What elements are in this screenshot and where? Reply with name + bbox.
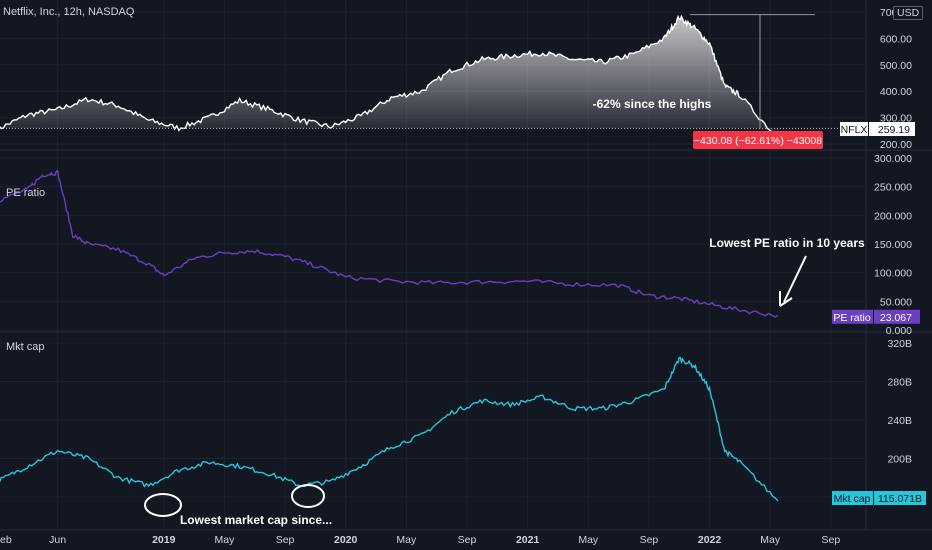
mktcap-series-badge-text: Mkt cap xyxy=(834,493,871,505)
series-label-text: NFLX xyxy=(841,124,868,136)
y-tick-label: 50.000 xyxy=(880,296,912,308)
y-tick-label: 0.000 xyxy=(886,325,912,337)
x-tick-label: May xyxy=(214,534,235,546)
pe-series-badge xyxy=(832,309,873,324)
y-tick-label: 600.00 xyxy=(880,33,912,45)
mktcap-panel-label: Mkt cap xyxy=(6,341,45,353)
mktcap-last-value-badge xyxy=(874,491,926,505)
pe-arrow-shaft xyxy=(783,255,807,303)
x-tick-label: Sep xyxy=(276,534,295,546)
pe-annotation: Lowest PE ratio in 10 years xyxy=(709,236,865,250)
x-tick-label: Jun xyxy=(49,534,66,546)
x-tick-label: Sep xyxy=(821,534,840,546)
mktcap-low-circle xyxy=(144,493,182,517)
pe-panel-label: PE ratio xyxy=(6,187,46,199)
chart-title: Netflix, Inc., 12h, NASDAQ xyxy=(3,6,135,18)
mktcap-line xyxy=(0,356,779,502)
pe-last-value-badge xyxy=(874,309,920,324)
mktcap-last-value-text: 115.071B xyxy=(878,493,922,505)
price-annotation: -62% since the highs xyxy=(593,97,712,111)
y-tick-label: 250.000 xyxy=(874,182,912,194)
mktcap-low-circle xyxy=(291,484,325,508)
x-tick-label: 2020 xyxy=(334,534,358,546)
x-tick-label: 2019 xyxy=(152,534,176,546)
y-tick-label: 100.000 xyxy=(874,268,912,280)
x-tick-label: Sep xyxy=(640,534,659,546)
change-badge xyxy=(693,131,823,149)
change-badge-text: −430.08 (−62.61%) −43008 xyxy=(694,135,822,147)
y-tick-label: 280B xyxy=(887,377,912,389)
pe-arrow-head xyxy=(779,291,793,307)
y-tick-label: 300.00 xyxy=(880,113,912,125)
y-tick-label: 500.00 xyxy=(880,60,912,72)
y-tick-label: 150.000 xyxy=(874,239,912,251)
x-tick-label: 2022 xyxy=(698,534,722,546)
last-price-badge xyxy=(869,122,915,136)
y-tick-label: 300.000 xyxy=(874,153,912,165)
x-tick-label: eb xyxy=(0,534,12,546)
last-price-text: 259.19 xyxy=(878,124,910,136)
x-tick-label: 2021 xyxy=(516,534,540,546)
y-tick-label: 200.000 xyxy=(874,210,912,222)
x-tick-label: May xyxy=(760,534,781,546)
mktcap-series-badge xyxy=(832,491,873,505)
x-axis: eb Jun 2019 May Sep 2020 May Sep 2021 May Sep 2022 M… xyxy=(0,534,840,546)
y-tick-label: 240B xyxy=(887,415,912,427)
pe-ratio-line xyxy=(0,169,779,318)
y-tick-label: 320B xyxy=(887,338,912,350)
mktcap-annotation: Lowest market cap since... xyxy=(180,513,332,527)
x-tick-label: Sep xyxy=(458,534,477,546)
x-tick-label: May xyxy=(578,534,599,546)
pe-last-value-text: 23.067 xyxy=(880,312,912,324)
price-area-fill xyxy=(0,16,778,139)
price-line xyxy=(0,14,779,140)
y-tick-label: 400.00 xyxy=(880,86,912,98)
y-tick-label: 200B xyxy=(887,454,912,466)
x-tick-label: May xyxy=(396,534,417,546)
series-label-badge xyxy=(840,122,868,136)
y-tick-label: 200.00 xyxy=(880,139,912,151)
chart-panels: 200.00300.00400.00500.00600.00700.00-62%… xyxy=(0,7,926,527)
pe-series-badge-text: PE ratio xyxy=(833,312,871,324)
currency-selector[interactable]: USD xyxy=(893,6,924,20)
